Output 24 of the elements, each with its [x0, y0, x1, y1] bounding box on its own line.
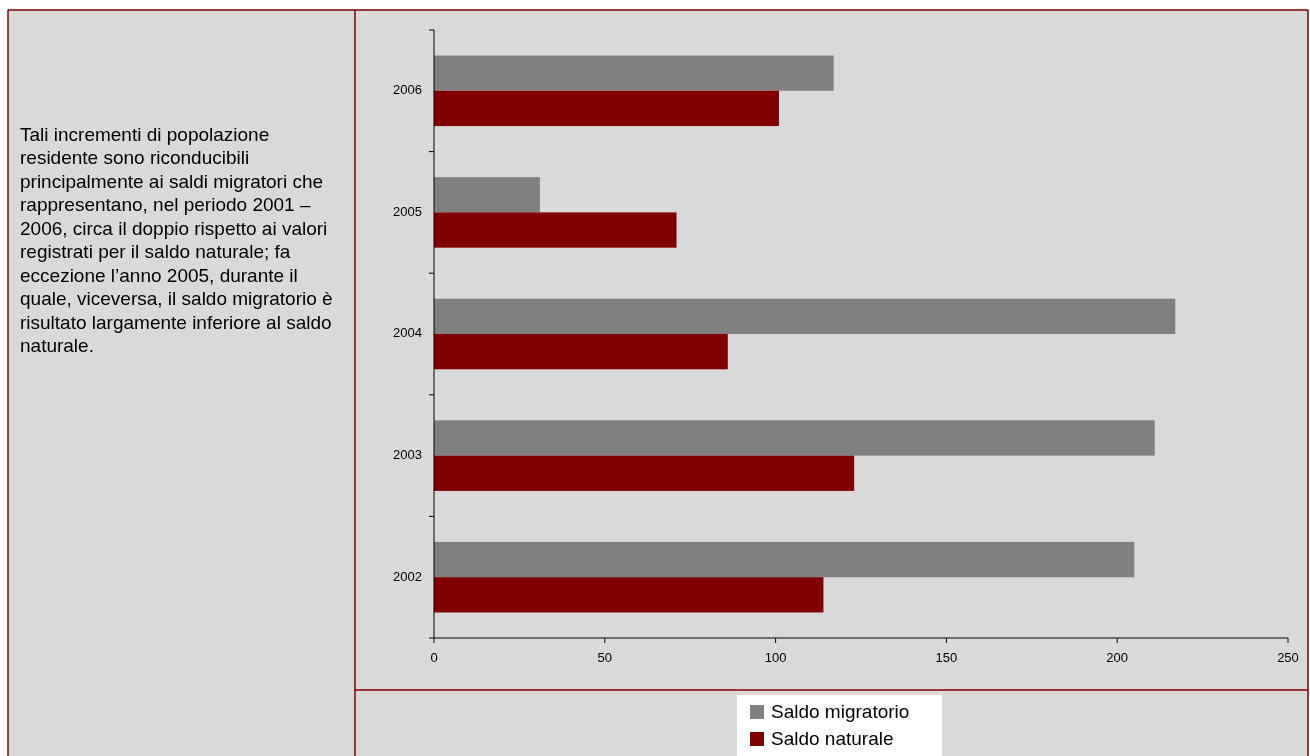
x-tick-label: 250	[1277, 650, 1299, 665]
bar	[434, 541, 1135, 578]
bar	[434, 298, 1176, 334]
bar	[434, 455, 855, 491]
x-tick-label: 100	[764, 650, 787, 665]
y-tick-label: 2002	[393, 568, 422, 584]
y-tick-label: 2005	[393, 203, 422, 219]
bar	[434, 577, 824, 613]
bar	[434, 420, 1155, 456]
x-tick-label: 150	[935, 650, 958, 665]
y-tick-label: 2004	[393, 325, 422, 341]
bar	[434, 177, 540, 213]
x-tick-label: 200	[1106, 650, 1129, 665]
bar	[434, 90, 780, 127]
bar	[434, 55, 834, 91]
bar	[434, 212, 677, 248]
bar	[434, 334, 728, 370]
legend-label: Saldo migratorio	[771, 701, 910, 722]
x-tick-label: 50	[597, 650, 613, 665]
y-tick-label: 2006	[393, 82, 422, 98]
text: Tali incrementi di popolazione residente sono riconducibili principalmente ai saldi migratori che rappresentano, nel periodo 2001 – 2006, circa il doppio rispetto ai valori registrati per il saldo naturale; fa eccezione l’anno 2005, durante il quale, viceversa, il saldo migratorio è risultato largamente inferiore al saldo naturale.	[20, 123, 333, 356]
legend-label: Saldo naturale	[771, 728, 894, 749]
x-tick-label: 0	[430, 650, 438, 665]
y-tick-label: 2003	[393, 447, 422, 463]
